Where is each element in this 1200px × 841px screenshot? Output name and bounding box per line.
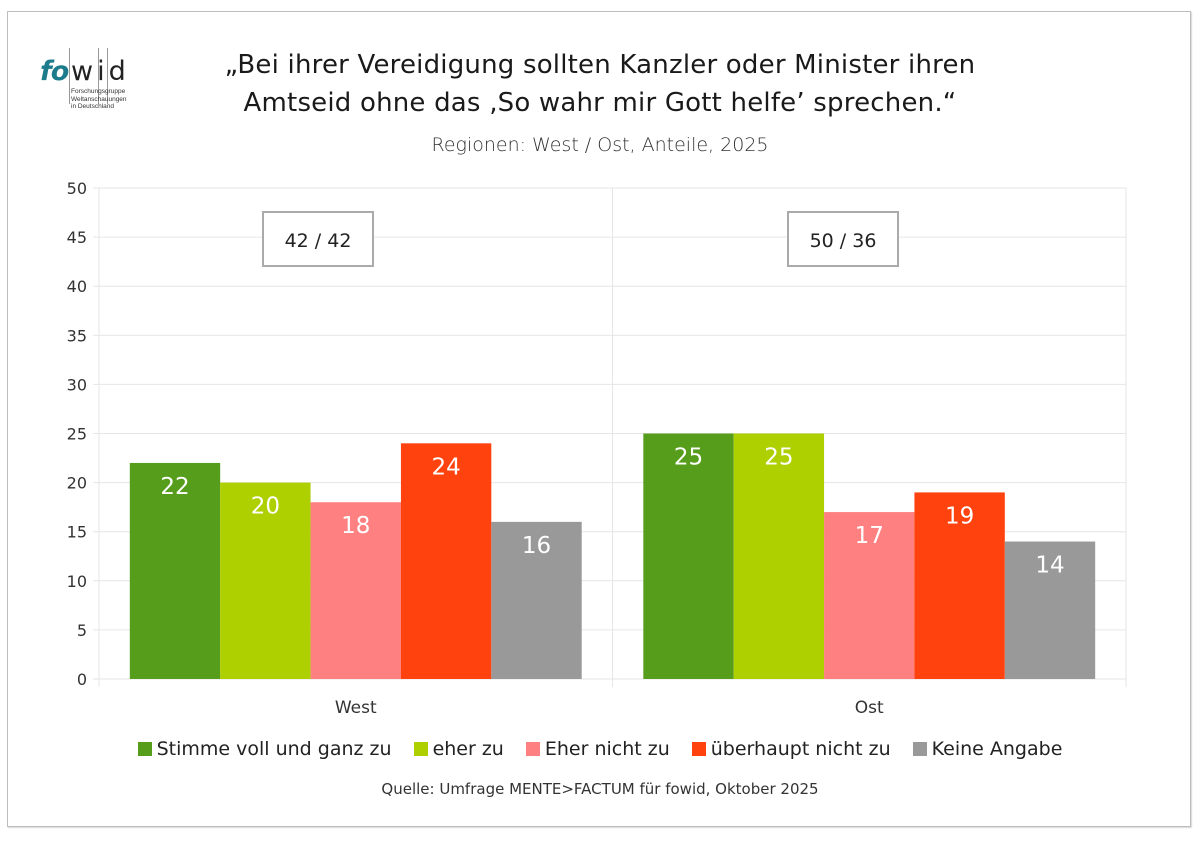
legend-label: eher zu [432,738,504,760]
annotations: 42 / 42 50 / 36 [262,211,899,267]
annotation-text: 42 / 42 [285,230,352,252]
bar [914,492,1005,679]
legend-swatch [525,742,540,756]
bar [220,482,311,679]
bar [733,433,825,679]
data-label: 19 [945,503,974,529]
logo-divider [107,48,108,104]
bar [129,462,221,679]
y-tick-label: 25 [67,425,87,444]
bar [643,433,734,679]
legend-item: Stimme voll und ganz zu [137,738,392,760]
data-label: 18 [341,513,370,539]
x-tick-label: West [335,698,377,718]
legend-item: eher zu [413,738,504,760]
y-tick-label: 10 [67,572,87,591]
legend-item: Eher nicht zu [525,738,670,760]
x-tick-label: Ost [855,698,884,718]
legend-swatch [137,742,152,756]
y-tick-label: 15 [67,523,87,542]
logo-brand-fo: fo [40,56,69,87]
bar [400,443,492,679]
data-labels: 22 20 18 24 16 25 25 17 19 14 [160,445,1064,579]
chart-title-line-2: Amtseid ohne das ‚So wahr mir Gott helfe… [243,88,957,118]
legend-label: überhaupt nicht zu [710,738,891,760]
chart-subtitle: Regionen: West / Ost, Anteile, 2025 [431,134,769,156]
data-label: 20 [251,494,280,520]
x-axis-ticks: West Ost [335,698,884,718]
legend-label: Keine Angabe [931,738,1063,760]
y-tick-label: 30 [67,375,87,394]
bar [1004,541,1096,679]
y-tick-label: 5 [77,621,87,640]
data-label: 25 [674,445,703,471]
annotation-box [262,211,374,267]
legend-label: Eher nicht zu [544,738,670,760]
logo-divider [69,48,70,104]
legend: Stimme voll und ganz zu eher zu Eher nicht… [0,738,1200,760]
data-label: 22 [160,474,189,500]
data-label: 14 [1035,553,1064,579]
legend-swatch [691,742,706,756]
legend-swatch [912,742,927,756]
annotation-box [787,211,899,267]
y-tick-label: 50 [67,179,87,198]
source-note: Quelle: Umfrage MENTE>FACTUM für fowid, … [381,780,819,798]
legend-swatch [413,742,428,756]
y-tick-label: 0 [77,670,87,689]
data-label: 25 [764,445,793,471]
legend-item: überhaupt nicht zu [691,738,891,760]
logo-tagline-line: Weltanschauungen [71,95,127,103]
bar [824,512,915,679]
y-tick-label: 45 [67,228,87,247]
data-label: 24 [431,454,460,480]
data-label: 17 [855,523,884,549]
chart-title-line-1: „Bei ihrer Vereidigung sollten Kanzler o… [224,50,976,80]
annotation-text: 50 / 36 [810,230,877,252]
logo-tagline-line: in Deutschland [71,103,114,110]
y-axis-ticks: 0 5 10 15 20 25 30 35 40 45 50 [67,179,87,689]
bar [491,521,582,679]
y-tick-label: 20 [67,474,87,493]
bars [129,433,1096,679]
y-tick-label: 35 [67,326,87,345]
logo-tagline-line: Forschungsgruppe [71,88,126,95]
logo-tagline: Forschungsgruppe Weltanschauungen in Deu… [71,88,127,111]
fowid-logo: fo wid Forschungsgruppe Weltanschauungen… [40,48,150,120]
legend-item: Keine Angabe [912,738,1063,760]
bar [310,502,401,679]
logo-divider [98,48,99,104]
y-tick-label: 40 [67,277,87,296]
chart-frame [7,11,1191,827]
data-label: 16 [522,533,551,559]
legend-label: Stimme voll und ganz zu [156,738,392,760]
